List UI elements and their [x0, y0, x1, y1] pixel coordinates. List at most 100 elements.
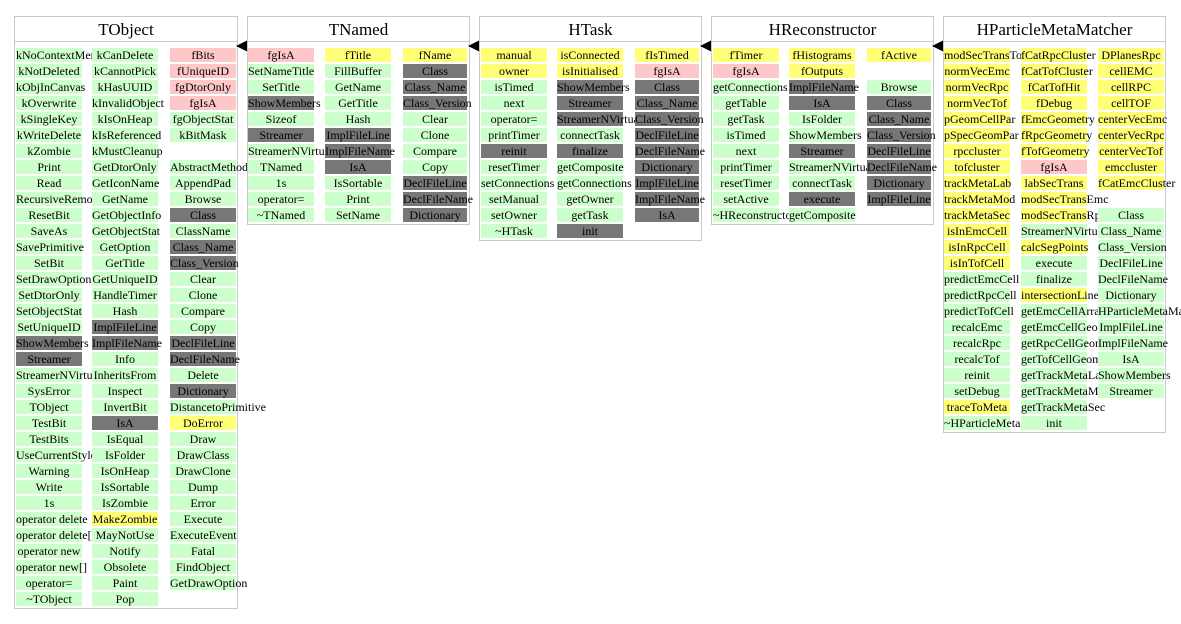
member-cell: resetTimer	[481, 160, 547, 174]
tobject-col-3a: fBits fUniqueID fgDtorOnly fgIsA fgObjectSta…	[170, 48, 236, 144]
member-cell: Dictionary	[1098, 288, 1164, 302]
member-cell: modSecTransEmc	[1021, 192, 1109, 206]
member-cell: fgObjectStat	[170, 112, 236, 126]
member-cell: IsA	[1098, 352, 1164, 366]
member-cell: Class	[635, 80, 699, 94]
member-cell: fTitle	[325, 48, 391, 62]
member-cell: TestBit	[16, 416, 82, 430]
member-cell: finalize	[557, 144, 623, 158]
member-cell: DoError	[170, 416, 236, 430]
member-cell: reinit	[481, 144, 547, 158]
member-cell: HParticleMetaMatch	[1098, 304, 1181, 318]
member-cell: getTable	[713, 96, 779, 110]
member-cell: Class	[867, 96, 931, 110]
member-cell: owner	[481, 64, 547, 78]
member-cell: GetDtorOnly	[92, 160, 158, 174]
member-cell: fTimer	[713, 48, 779, 62]
member-cell: normVecRpc	[944, 80, 1010, 94]
member-cell: Class_Name	[170, 240, 236, 254]
member-cell: ShowMembers	[16, 336, 89, 350]
member-cell: TNamed	[248, 160, 314, 174]
member-cell: Paint	[92, 576, 158, 590]
member-cell: InvertBit	[92, 400, 158, 414]
tnamed-col-2: fTitle FillBuffer GetName GetTitle Hash ImplF…	[325, 48, 395, 224]
member-cell: MakeZombie	[92, 512, 158, 526]
member-cell: isTimed	[481, 80, 547, 94]
member-cell: cellRPC	[1098, 80, 1164, 94]
member-cell: SaveAs	[16, 224, 82, 238]
member-cell: fOutputs	[789, 64, 855, 78]
class-title-tobject: TObject	[14, 16, 238, 42]
tobject-col-1: kNoContextMenu kNotDeleted kObjInCanvas kOv…	[16, 48, 104, 608]
member-cell: pSpecGeomPar	[944, 128, 1019, 142]
member-cell: ImplFileName	[1098, 336, 1168, 350]
member-cell: GetObjectInfo	[92, 208, 162, 222]
member-cell: IsA	[92, 416, 158, 430]
member-cell: execute	[1021, 256, 1087, 270]
member-cell: IsA	[789, 96, 855, 110]
member-cell: ShowMembers	[789, 128, 862, 142]
member-cell: ExecuteEvent	[170, 528, 237, 542]
member-cell: kSingleKey	[16, 112, 82, 126]
member-cell: kIsReferenced	[92, 128, 162, 142]
member-cell: fCatEmcCluster	[1098, 176, 1176, 190]
member-cell: modSecTransRpc	[1021, 208, 1106, 222]
member-cell: centerVecRpc	[1098, 128, 1165, 142]
member-cell: RecursiveRemove	[16, 192, 104, 206]
member-cell: getOwner	[557, 192, 623, 206]
member-cell: IsFolder	[92, 448, 158, 462]
htask-col-1: manual owner isTimed next operator= printTime…	[481, 48, 554, 240]
tnamed-col-3: fName Class Class_Name Class_Version Clear Cl…	[403, 48, 473, 224]
member-cell: SetObjectStat	[16, 304, 82, 318]
member-cell: DeclFileName	[1098, 272, 1168, 286]
member-cell: getConnections	[713, 80, 788, 94]
member-cell: fTofGeometry	[1021, 144, 1090, 158]
member-cell: ~HReconstructor	[713, 208, 796, 222]
member-cell: Hash	[325, 112, 391, 126]
member-cell: Class_Version	[170, 256, 239, 270]
member-cell: trackMetaLab	[944, 176, 1012, 190]
member-cell: init	[1021, 416, 1087, 430]
member-cell: Class	[170, 208, 236, 222]
member-cell: connectTask	[557, 128, 623, 142]
member-cell: connectTask	[789, 176, 855, 190]
member-cell: Copy	[170, 320, 236, 334]
member-cell: isInRpcCell	[944, 240, 1010, 254]
member-cell: setOwner	[481, 208, 547, 222]
member-cell: ShowMembers	[248, 96, 321, 110]
member-cell: 1s	[16, 496, 82, 510]
member-cell: kCannotPick	[92, 64, 158, 78]
member-cell: isConnected	[557, 48, 623, 62]
member-cell: DeclFileLine	[1098, 256, 1164, 270]
member-cell: IsA	[635, 208, 699, 222]
member-cell: MayNotUse	[92, 528, 158, 542]
member-cell: operator new[]	[16, 560, 87, 574]
member-cell: fCatRpcCluster	[1021, 48, 1096, 62]
member-cell: ClassName	[170, 224, 236, 238]
member-cell: isInitialised	[557, 64, 623, 78]
member-cell: SavePrimitive	[16, 240, 84, 254]
member-cell: operator=	[481, 112, 547, 126]
member-cell: getEmcCellArray	[1021, 304, 1106, 318]
member-cell: getTask	[713, 112, 779, 126]
member-cell: DeclFileName	[170, 352, 240, 366]
member-cell: ImplFileName	[635, 192, 705, 206]
member-cell: AbstractMethod	[170, 160, 248, 174]
class-title-hreconstructor: HReconstructor	[711, 16, 934, 42]
member-cell: Info	[92, 352, 158, 366]
member-cell: ImplFileLine	[1098, 320, 1164, 334]
member-cell: Dictionary	[403, 208, 467, 222]
htask-col-3: fIsTimed fgIsA Class Class_Name Class_Versio…	[635, 48, 705, 224]
member-cell: ~TNamed	[248, 208, 314, 222]
inheritance-arrow-hreconstructor	[932, 40, 944, 52]
member-cell: Warning	[16, 464, 82, 478]
member-cell: recalcRpc	[944, 336, 1010, 350]
class-title-htask: HTask	[479, 16, 702, 42]
member-cell: modSecTransTof	[944, 48, 1027, 62]
member-cell: SetBit	[16, 256, 82, 270]
member-cell: normVecTof	[944, 96, 1010, 110]
member-cell: ShowMembers	[557, 80, 630, 94]
member-cell: fgDtorOnly	[170, 80, 236, 94]
member-cell: getRpcCellGeom	[1021, 336, 1105, 350]
member-cell: cellEMC	[1098, 64, 1164, 78]
